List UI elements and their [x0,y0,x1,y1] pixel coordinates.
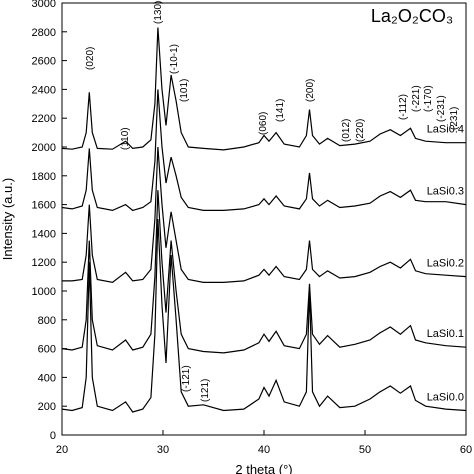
peak-annotation: (-170) [423,85,434,112]
peak-annotation: (-112) [398,94,409,120]
peak-annotation: (-231) [436,95,447,122]
series-line [61,89,467,212]
y-tick-label: 1600 [32,200,56,212]
peak-annotation: (121) [200,379,211,402]
x-tick-label: 50 [359,444,371,456]
y-tick-label: 1000 [32,286,56,298]
y-tick-label: 600 [38,344,56,356]
x-tick-label: 30 [157,444,169,456]
x-tick-label: 20 [56,444,68,456]
series-label: LaSi0.1 [427,328,464,340]
y-tick-label: 1400 [32,228,56,240]
y-tick-label: 2600 [32,56,56,68]
y-tick-label: 2000 [32,142,56,154]
y-tick-label: 1200 [32,257,56,269]
x-axis-label: 2 theta (°) [235,462,292,474]
peak-annotation: (-10-1) [169,44,180,74]
y-tick-label: 2400 [32,84,56,96]
peak-annotation: (130) [153,1,164,24]
peak-annotation: (020) [85,47,96,70]
y-tick-label: 1800 [32,171,56,183]
series-line [62,146,467,284]
peak-annotation: (101) [179,79,190,102]
y-axis-label: Intensity (a.u.) [0,178,15,260]
x-tick-label: 40 [258,444,270,456]
series-label: LaSi0.3 [427,186,464,198]
y-tick-label: 200 [38,401,56,413]
peak-annotation: (-121) [181,365,192,392]
peak-annotation: (200) [305,79,316,102]
peak-annotation: (231) [449,107,460,130]
y-tick-label: 2200 [32,113,56,125]
peak-annotation: (012) [341,119,352,142]
plot-frame [61,2,467,436]
y-tick-label: 2800 [32,27,56,39]
peak-annotation: (220) [355,119,366,142]
peak-annotation: (141) [275,99,286,122]
series-label: LaSi0.0 [427,392,464,404]
chart-title: La₂O₂CO₃ [371,6,453,26]
x-tick-label: 60 [460,444,472,456]
y-tick-label: 400 [38,372,56,384]
series-label: LaSi0.2 [427,258,464,270]
series-line [61,190,467,354]
series-label: LaSi0.4 [427,124,464,136]
y-tick-label: 3000 [32,0,56,10]
series-line [61,218,467,413]
series-line [61,27,466,151]
peak-annotation: (060) [258,112,269,135]
y-tick-label: 0 [50,430,56,442]
y-tick-label: 800 [38,315,56,327]
peak-annotation: (110) [120,127,131,150]
peak-annotation: (-221) [411,85,422,112]
